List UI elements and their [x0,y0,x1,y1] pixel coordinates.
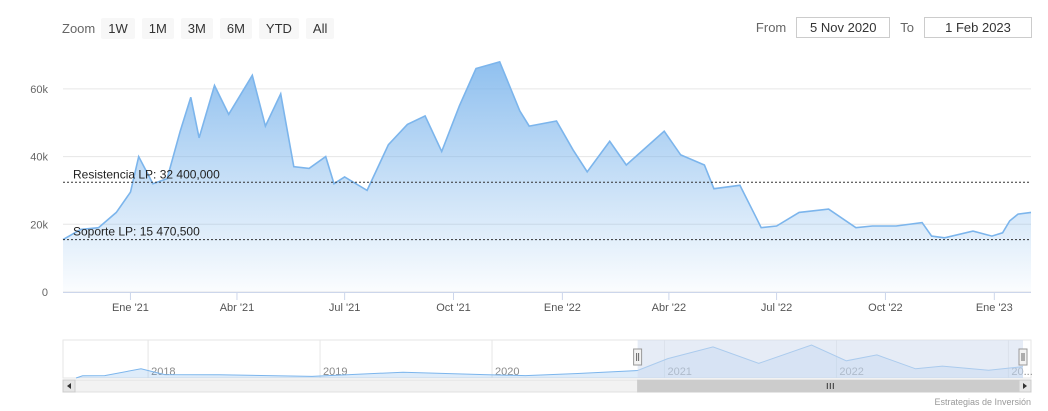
x-tick-label: Abr '22 [652,302,687,314]
zoom-1w-button[interactable]: 1W [101,17,135,39]
zoom-all-button[interactable]: All [305,17,335,39]
x-tick-label: Oct '22 [868,302,903,314]
zoom-3m-button[interactable]: 3M [180,17,213,39]
resistance-label: Resistencia LP: 32 400,000 [73,167,220,181]
navigator[interactable]: 2018201920202021202220... [62,339,1033,379]
zoom-ytd-button[interactable]: YTD [258,17,299,39]
navigator-left-handle[interactable] [633,348,643,366]
arrow-left-icon [67,383,71,389]
x-tick-label: Abr '21 [220,302,255,314]
y-axis: 0 20k 40k 60k [30,84,48,299]
series-line [62,60,1032,241]
x-tick-label: Jul '21 [329,302,360,314]
y-tick-label: 20k [30,219,48,231]
support-label: Soporte LP: 15 470,500 [73,225,200,239]
navigator-selection [637,340,1023,378]
scrollbar[interactable] [62,379,1032,393]
zoom-1m-button[interactable]: 1M [141,17,174,39]
y-tick-label: 40k [30,152,48,164]
x-tick-label: Oct '21 [436,302,471,314]
series-area-fill [63,61,1031,292]
x-axis: Ene '21 Abr '21 Jul '21 Oct '21 Ene '22 Abr '… [63,292,1031,314]
y-tick-label: 0 [42,287,48,299]
credit-text: Estrategias de Inversión [934,397,1031,407]
zoom-label: Zoom [62,20,96,36]
x-tick-label: Ene '21 [112,302,149,314]
annotation-lines: Resistencia LP: 32 400,000 Soporte LP: 15… [63,167,1031,241]
x-tick-label: Ene '23 [976,302,1013,314]
y-tick-label: 60k [30,84,48,96]
from-date-input[interactable]: 5 Nov 2020 [796,17,891,38]
zoom-toolbar: Zoom 1W 1M 3M 6M YTD All [62,17,341,39]
series-area [62,60,1032,292]
zoom-6m-button[interactable]: 6M [219,17,252,39]
x-tick-label: Ene '22 [544,302,581,314]
to-date-input[interactable]: 1 Feb 2023 [924,17,1032,38]
arrow-right-icon [1023,383,1027,389]
to-label: To [900,20,914,35]
date-range-selector: From 5 Nov 2020 To 1 Feb 2023 [756,17,1032,38]
navigator-right-handle[interactable] [1018,348,1028,366]
x-tick-label: Jul '22 [761,302,792,314]
from-label: From [755,20,787,35]
